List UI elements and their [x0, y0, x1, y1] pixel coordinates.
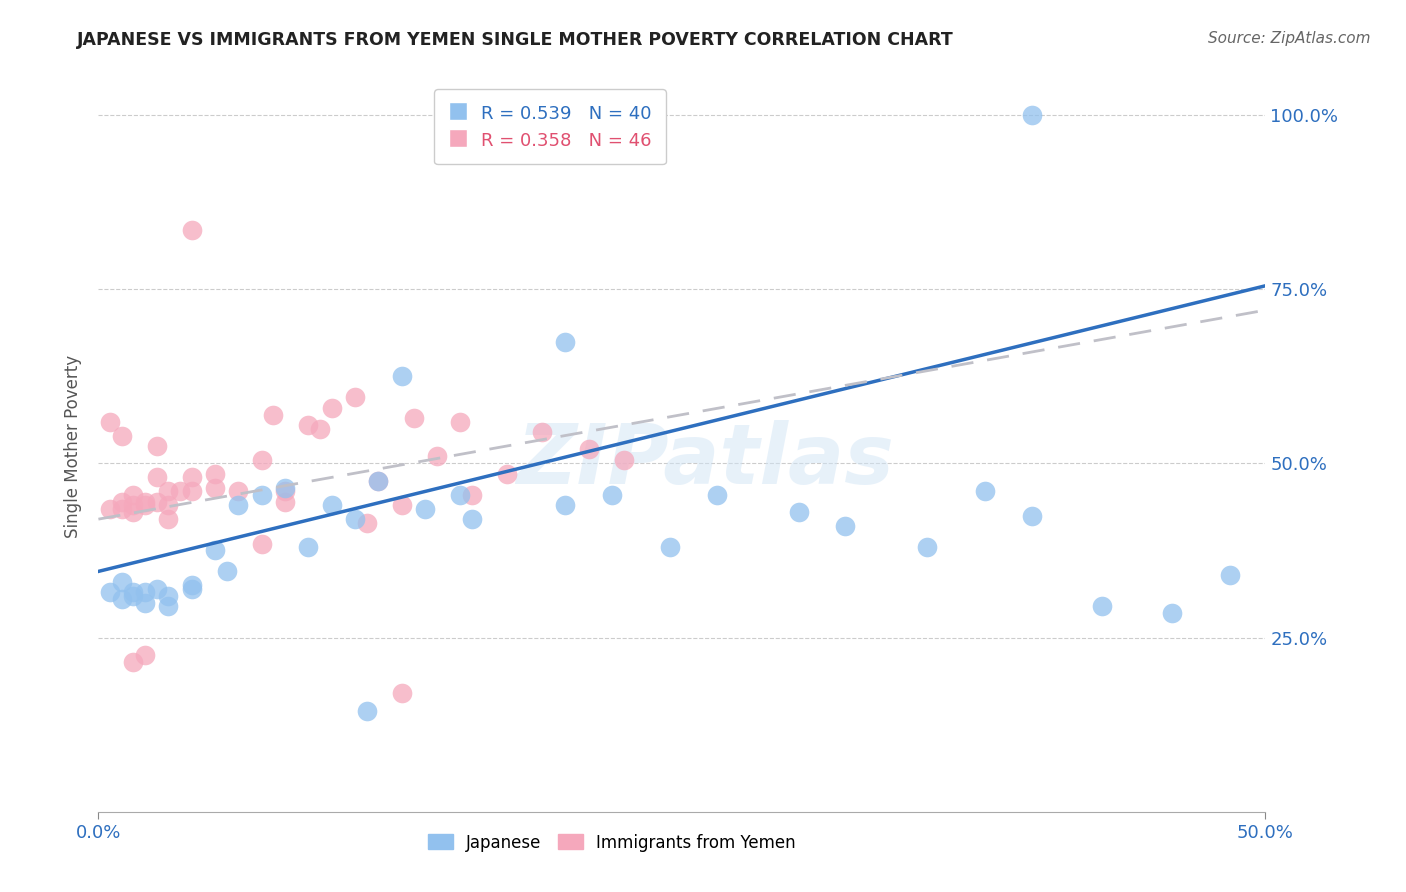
Point — [530, 425, 553, 439]
Point — [122, 488, 145, 502]
Point — [180, 484, 202, 499]
Point — [146, 582, 169, 596]
Point — [134, 596, 156, 610]
Point — [297, 540, 319, 554]
Point — [215, 565, 238, 579]
Point — [157, 512, 180, 526]
Point — [309, 421, 332, 435]
Point — [122, 589, 145, 603]
Point — [157, 589, 180, 603]
Point — [413, 501, 436, 516]
Point — [321, 498, 343, 512]
Point — [1161, 606, 1184, 620]
Point — [974, 484, 997, 499]
Point — [613, 453, 636, 467]
Point — [157, 484, 180, 499]
Point — [915, 540, 938, 554]
Point — [461, 488, 484, 502]
Point — [449, 488, 471, 502]
Point — [111, 592, 134, 607]
Text: Source: ZipAtlas.com: Source: ZipAtlas.com — [1208, 31, 1371, 46]
Point — [554, 498, 576, 512]
Point — [111, 428, 134, 442]
Point — [134, 585, 156, 599]
Point — [111, 574, 134, 589]
Point — [706, 488, 728, 502]
Point — [250, 453, 273, 467]
Point — [228, 484, 250, 499]
Point — [449, 415, 471, 429]
Point — [344, 390, 367, 404]
Text: ZIPatlas: ZIPatlas — [516, 420, 894, 501]
Legend: Japanese, Immigrants from Yemen: Japanese, Immigrants from Yemen — [420, 827, 803, 858]
Point — [1021, 108, 1043, 122]
Text: JAPANESE VS IMMIGRANTS FROM YEMEN SINGLE MOTHER POVERTY CORRELATION CHART: JAPANESE VS IMMIGRANTS FROM YEMEN SINGLE… — [77, 31, 955, 49]
Point — [122, 498, 145, 512]
Point — [122, 585, 145, 599]
Point — [146, 470, 169, 484]
Point — [321, 401, 343, 415]
Point — [297, 418, 319, 433]
Point — [1219, 567, 1241, 582]
Point — [600, 488, 623, 502]
Point — [274, 484, 297, 499]
Point — [204, 481, 226, 495]
Point — [134, 648, 156, 662]
Point — [169, 484, 191, 499]
Point — [1091, 599, 1114, 614]
Point — [180, 578, 202, 592]
Point — [496, 467, 519, 481]
Point — [146, 439, 169, 453]
Point — [180, 470, 202, 484]
Point — [578, 442, 600, 457]
Point — [262, 408, 284, 422]
Point — [356, 704, 378, 718]
Point — [391, 686, 413, 700]
Point — [98, 415, 121, 429]
Point — [98, 501, 121, 516]
Point — [1021, 508, 1043, 523]
Point — [122, 655, 145, 669]
Point — [461, 512, 484, 526]
Point — [180, 223, 202, 237]
Point — [274, 481, 297, 495]
Point — [274, 494, 297, 508]
Point — [146, 494, 169, 508]
Y-axis label: Single Mother Poverty: Single Mother Poverty — [63, 354, 82, 538]
Point — [834, 519, 856, 533]
Point — [250, 488, 273, 502]
Point — [367, 474, 389, 488]
Point — [391, 369, 413, 384]
Point — [402, 411, 425, 425]
Point — [180, 582, 202, 596]
Point — [122, 505, 145, 519]
Point — [98, 585, 121, 599]
Point — [356, 516, 378, 530]
Point — [228, 498, 250, 512]
Point — [250, 536, 273, 550]
Point — [111, 501, 134, 516]
Point — [554, 334, 576, 349]
Point — [787, 505, 810, 519]
Point — [204, 543, 226, 558]
Point — [344, 512, 367, 526]
Point — [134, 498, 156, 512]
Point — [426, 450, 449, 464]
Point — [367, 474, 389, 488]
Point — [157, 599, 180, 614]
Point — [204, 467, 226, 481]
Point — [111, 494, 134, 508]
Point — [659, 540, 682, 554]
Point — [134, 494, 156, 508]
Point — [157, 498, 180, 512]
Point — [391, 498, 413, 512]
